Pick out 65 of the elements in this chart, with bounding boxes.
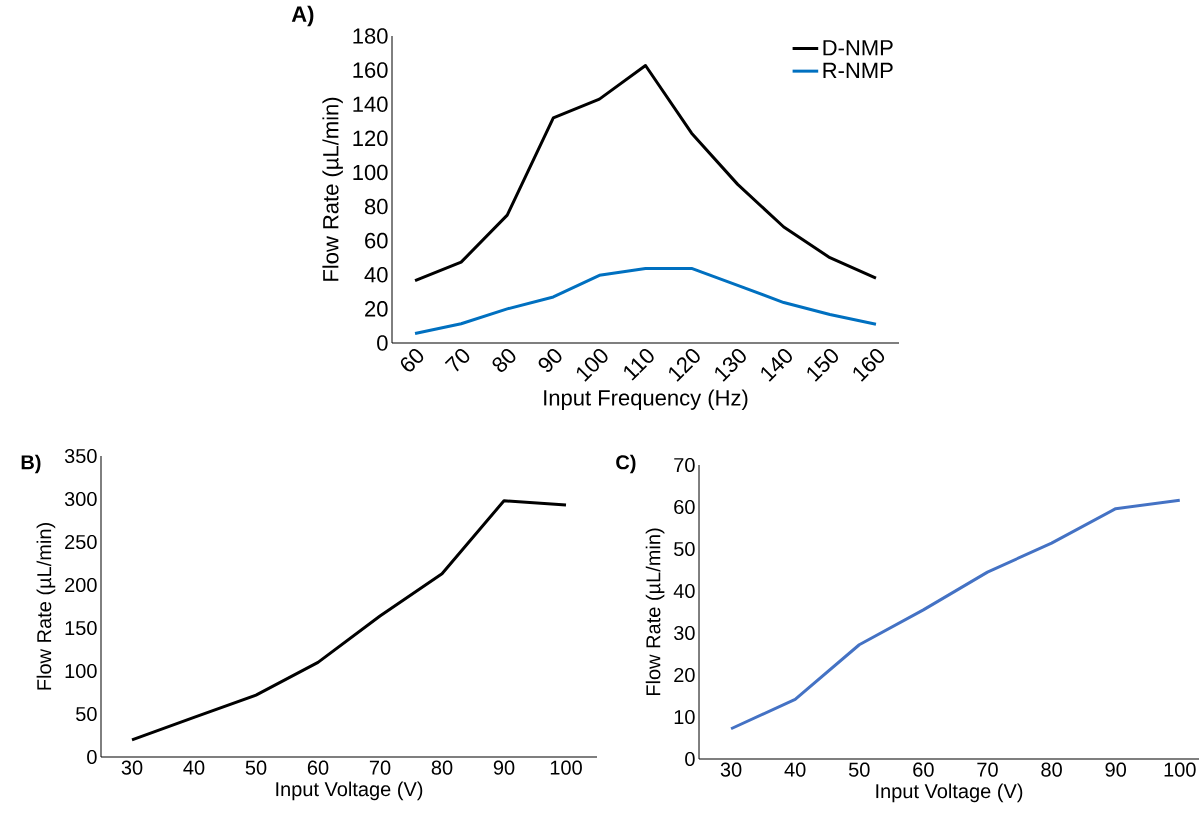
x-tick-label: 60 bbox=[400, 348, 424, 372]
line-series bbox=[130, 499, 568, 742]
y-tick-label: 300 bbox=[64, 491, 97, 507]
y-tick-label: 10 bbox=[674, 709, 695, 725]
y-tick-label: 30 bbox=[674, 625, 695, 641]
x-axis-title: Input Voltage (V) bbox=[876, 783, 1023, 803]
y-tick-label: 120 bbox=[353, 130, 388, 147]
x-tick-label: 80 bbox=[1041, 762, 1062, 777]
x-axis-title: Input Voltage (V) bbox=[276, 781, 423, 801]
x-axis-title: Input Frequency (Hz) bbox=[544, 389, 748, 410]
y-tick-label: 70 bbox=[674, 457, 695, 473]
legend-label: R-NMP bbox=[823, 62, 893, 78]
y-axis-title: Flow Rate (µL/min) bbox=[322, 97, 343, 281]
y-tick-label: 60 bbox=[365, 232, 388, 249]
y-tick-label: 350 bbox=[64, 448, 97, 464]
y-axis-title: Flow Rate (µL/min) bbox=[645, 528, 665, 696]
y-tick-label: 60 bbox=[674, 499, 695, 515]
y-tick-label: 160 bbox=[353, 62, 388, 78]
chart-title: B) bbox=[21, 454, 41, 474]
x-tick-label: 100 bbox=[550, 760, 582, 775]
x-tick-label: 60 bbox=[913, 762, 934, 777]
x-tick-label: 100 bbox=[1164, 762, 1196, 777]
x-tick-label: 100 bbox=[576, 348, 608, 382]
y-tick-label: 50 bbox=[674, 541, 695, 557]
y-tick-label: 150 bbox=[65, 620, 97, 636]
x-tick-label: 150 bbox=[807, 348, 839, 382]
y-tick-label: 0 bbox=[377, 335, 388, 351]
legend-label: D-NMP bbox=[823, 40, 893, 56]
x-tick-label: 90 bbox=[493, 760, 515, 775]
x-tick-label: 80 bbox=[492, 348, 516, 372]
y-tick-label: 0 bbox=[87, 749, 97, 765]
y-tick-label: 0 bbox=[685, 751, 695, 767]
y-tick-label: 80 bbox=[364, 198, 388, 215]
x-tick-label: 90 bbox=[538, 348, 562, 372]
x-tick-label: 30 bbox=[121, 760, 143, 775]
y-tick-label: 20 bbox=[674, 667, 695, 683]
x-tick-label: 40 bbox=[183, 760, 205, 775]
x-tick-label: 50 bbox=[245, 760, 267, 775]
y-tick-label: 140 bbox=[353, 96, 388, 113]
x-tick-label: 50 bbox=[848, 762, 870, 777]
x-tick-label: 110 bbox=[624, 348, 654, 381]
x-tick-label: 30 bbox=[720, 762, 742, 777]
x-tick-label: 80 bbox=[431, 760, 453, 775]
x-tick-label: 70 bbox=[977, 762, 998, 777]
y-axis-title: Flow Rate (µL/min) bbox=[36, 523, 56, 690]
chart-title: C) bbox=[616, 454, 636, 474]
y-tick-label: 40 bbox=[364, 266, 388, 283]
y-tick-label: 200 bbox=[65, 577, 97, 593]
y-tick-label: 180 bbox=[353, 28, 388, 44]
x-tick-label: 90 bbox=[1105, 762, 1127, 777]
y-tick-label: 40 bbox=[673, 583, 695, 599]
line-series bbox=[413, 266, 878, 335]
chart-title: A) bbox=[291, 5, 314, 27]
y-tick-label: 250 bbox=[65, 534, 97, 550]
x-tick-label: 160 bbox=[853, 348, 885, 382]
y-tick-label: 100 bbox=[353, 164, 388, 181]
x-tick-label: 140 bbox=[761, 348, 792, 382]
x-tick-label: 40 bbox=[784, 762, 806, 777]
y-tick-label: 50 bbox=[76, 706, 97, 722]
y-tick-label: 20 bbox=[365, 301, 388, 317]
y-tick-label: 100 bbox=[65, 663, 97, 679]
x-tick-label: 70 bbox=[444, 348, 470, 372]
line-series bbox=[729, 498, 1182, 731]
x-tick-label: 60 bbox=[307, 760, 329, 775]
x-tick-label: 130 bbox=[715, 348, 746, 382]
